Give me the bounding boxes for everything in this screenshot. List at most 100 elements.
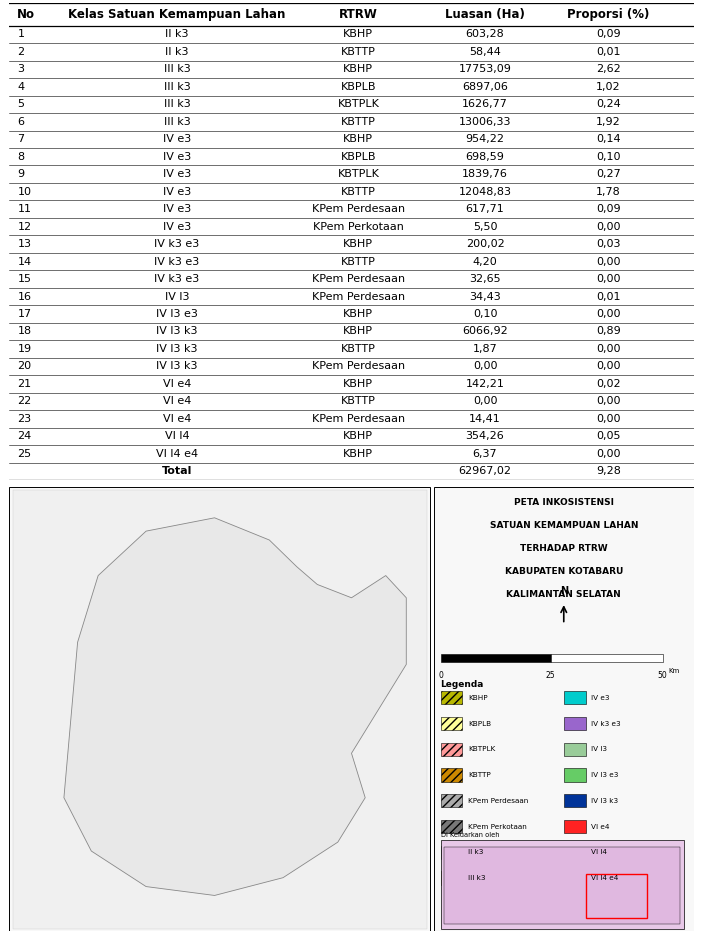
Text: TERHADAP RTRW: TERHADAP RTRW [520,544,607,553]
Text: KPem Perdesaan: KPem Perdesaan [312,204,405,214]
Text: KPem Perdesaan: KPem Perdesaan [312,362,405,372]
Text: II k3: II k3 [165,29,188,39]
Text: Kelas Satuan Kemampuan Lahan: Kelas Satuan Kemampuan Lahan [68,8,285,21]
Text: 0,00: 0,00 [473,396,497,407]
Text: 1,02: 1,02 [596,82,621,92]
Bar [586,873,647,918]
Text: IV l3 k3: IV l3 k3 [591,798,618,804]
Text: KBHP: KBHP [343,431,373,441]
Text: KBTTP: KBTTP [341,187,376,196]
Bar [441,871,463,885]
Bar [441,743,463,756]
Bar [564,716,586,731]
Text: KBTPLK: KBTPLK [337,169,380,179]
Text: IV e3: IV e3 [163,134,191,145]
Text: 603,28: 603,28 [465,29,504,39]
Text: 0,10: 0,10 [596,152,621,162]
Text: KBPLB: KBPLB [340,152,376,162]
Text: 17753,09: 17753,09 [458,65,512,74]
Text: 6,37: 6,37 [472,449,497,459]
Text: N: N [560,586,568,595]
Text: 12: 12 [18,222,32,232]
Text: 0,00: 0,00 [596,222,621,232]
Text: 0,00: 0,00 [596,309,621,319]
Text: III k3: III k3 [164,100,191,109]
Text: Proporsi (%): Proporsi (%) [567,8,650,21]
Text: 4,20: 4,20 [472,256,498,267]
Text: 698,59: 698,59 [465,152,505,162]
Text: 0,00: 0,00 [596,274,621,285]
Text: 0,00: 0,00 [596,396,621,407]
Text: 0,05: 0,05 [596,431,621,441]
Bar [441,768,463,781]
Text: KPem Perdesaan: KPem Perdesaan [312,414,405,423]
Text: 0,89: 0,89 [596,327,621,336]
Text: IV l3 e3: IV l3 e3 [156,309,198,319]
Text: 1: 1 [18,29,25,39]
Text: 9: 9 [18,169,25,179]
Text: 0,00: 0,00 [596,414,621,423]
Text: 1,92: 1,92 [596,116,621,127]
Text: 18: 18 [18,327,32,336]
Bar [441,691,463,704]
Text: IV e3: IV e3 [163,169,191,179]
Text: 3: 3 [18,65,25,74]
Text: KBTPLK: KBTPLK [337,100,380,109]
Text: 0,09: 0,09 [596,29,621,39]
Text: 0,14: 0,14 [596,134,621,145]
Bar [441,846,463,859]
Text: KABUPATEN KOTABARU: KABUPATEN KOTABARU [505,567,623,577]
Text: IV e3: IV e3 [591,695,610,700]
Text: KPem Perdesaan: KPem Perdesaan [312,291,405,301]
Bar [564,691,586,704]
Text: KBHP: KBHP [343,65,373,74]
Text: 0,01: 0,01 [596,291,621,301]
Text: KALIMANTAN SELATAN: KALIMANTAN SELATAN [506,591,621,599]
Text: 2,62: 2,62 [596,65,621,74]
Text: KBHP: KBHP [343,449,373,459]
Bar [441,820,463,833]
Text: 20: 20 [18,362,32,372]
Text: 1626,77: 1626,77 [462,100,508,109]
Text: KBHP: KBHP [343,327,373,336]
Text: 1839,76: 1839,76 [462,169,508,179]
Text: KBHP: KBHP [343,239,373,249]
Text: KBHP: KBHP [343,29,373,39]
Text: 24: 24 [18,431,32,441]
Text: KBTTP: KBTTP [341,396,376,407]
Text: 15: 15 [18,274,32,285]
Text: III k3: III k3 [164,65,191,74]
Text: 954,22: 954,22 [465,134,505,145]
Text: KPem Perdesaan: KPem Perdesaan [468,798,528,804]
Text: IV l3: IV l3 [165,291,189,301]
Text: 1,78: 1,78 [596,187,621,196]
Text: 21: 21 [18,379,32,389]
Text: 11: 11 [18,204,32,214]
Text: Total: Total [162,467,192,476]
Text: 32,65: 32,65 [469,274,501,285]
Text: IV k3 e3: IV k3 e3 [154,256,200,267]
Bar [564,743,586,756]
Text: 617,71: 617,71 [465,204,504,214]
Text: KBTTP: KBTTP [341,344,376,354]
Bar [441,794,463,808]
Text: VI e4: VI e4 [162,379,191,389]
Text: 4: 4 [18,82,25,92]
Bar [444,847,681,924]
Text: KBHP: KBHP [343,379,373,389]
Text: 2: 2 [18,47,25,57]
Text: No: No [18,8,35,21]
Text: 0,10: 0,10 [473,309,497,319]
Text: 23: 23 [18,414,32,423]
Text: IV e3: IV e3 [163,204,191,214]
Text: 6: 6 [18,116,25,127]
Text: 0,00: 0,00 [596,449,621,459]
Text: VI l4: VI l4 [165,431,189,441]
Text: 200,02: 200,02 [465,239,504,249]
Text: Legenda: Legenda [441,680,484,689]
Text: 58,44: 58,44 [469,47,501,57]
Bar [9,486,430,931]
Text: 12048,83: 12048,83 [458,187,512,196]
Text: VI e4: VI e4 [591,824,610,829]
Text: 10: 10 [18,187,32,196]
